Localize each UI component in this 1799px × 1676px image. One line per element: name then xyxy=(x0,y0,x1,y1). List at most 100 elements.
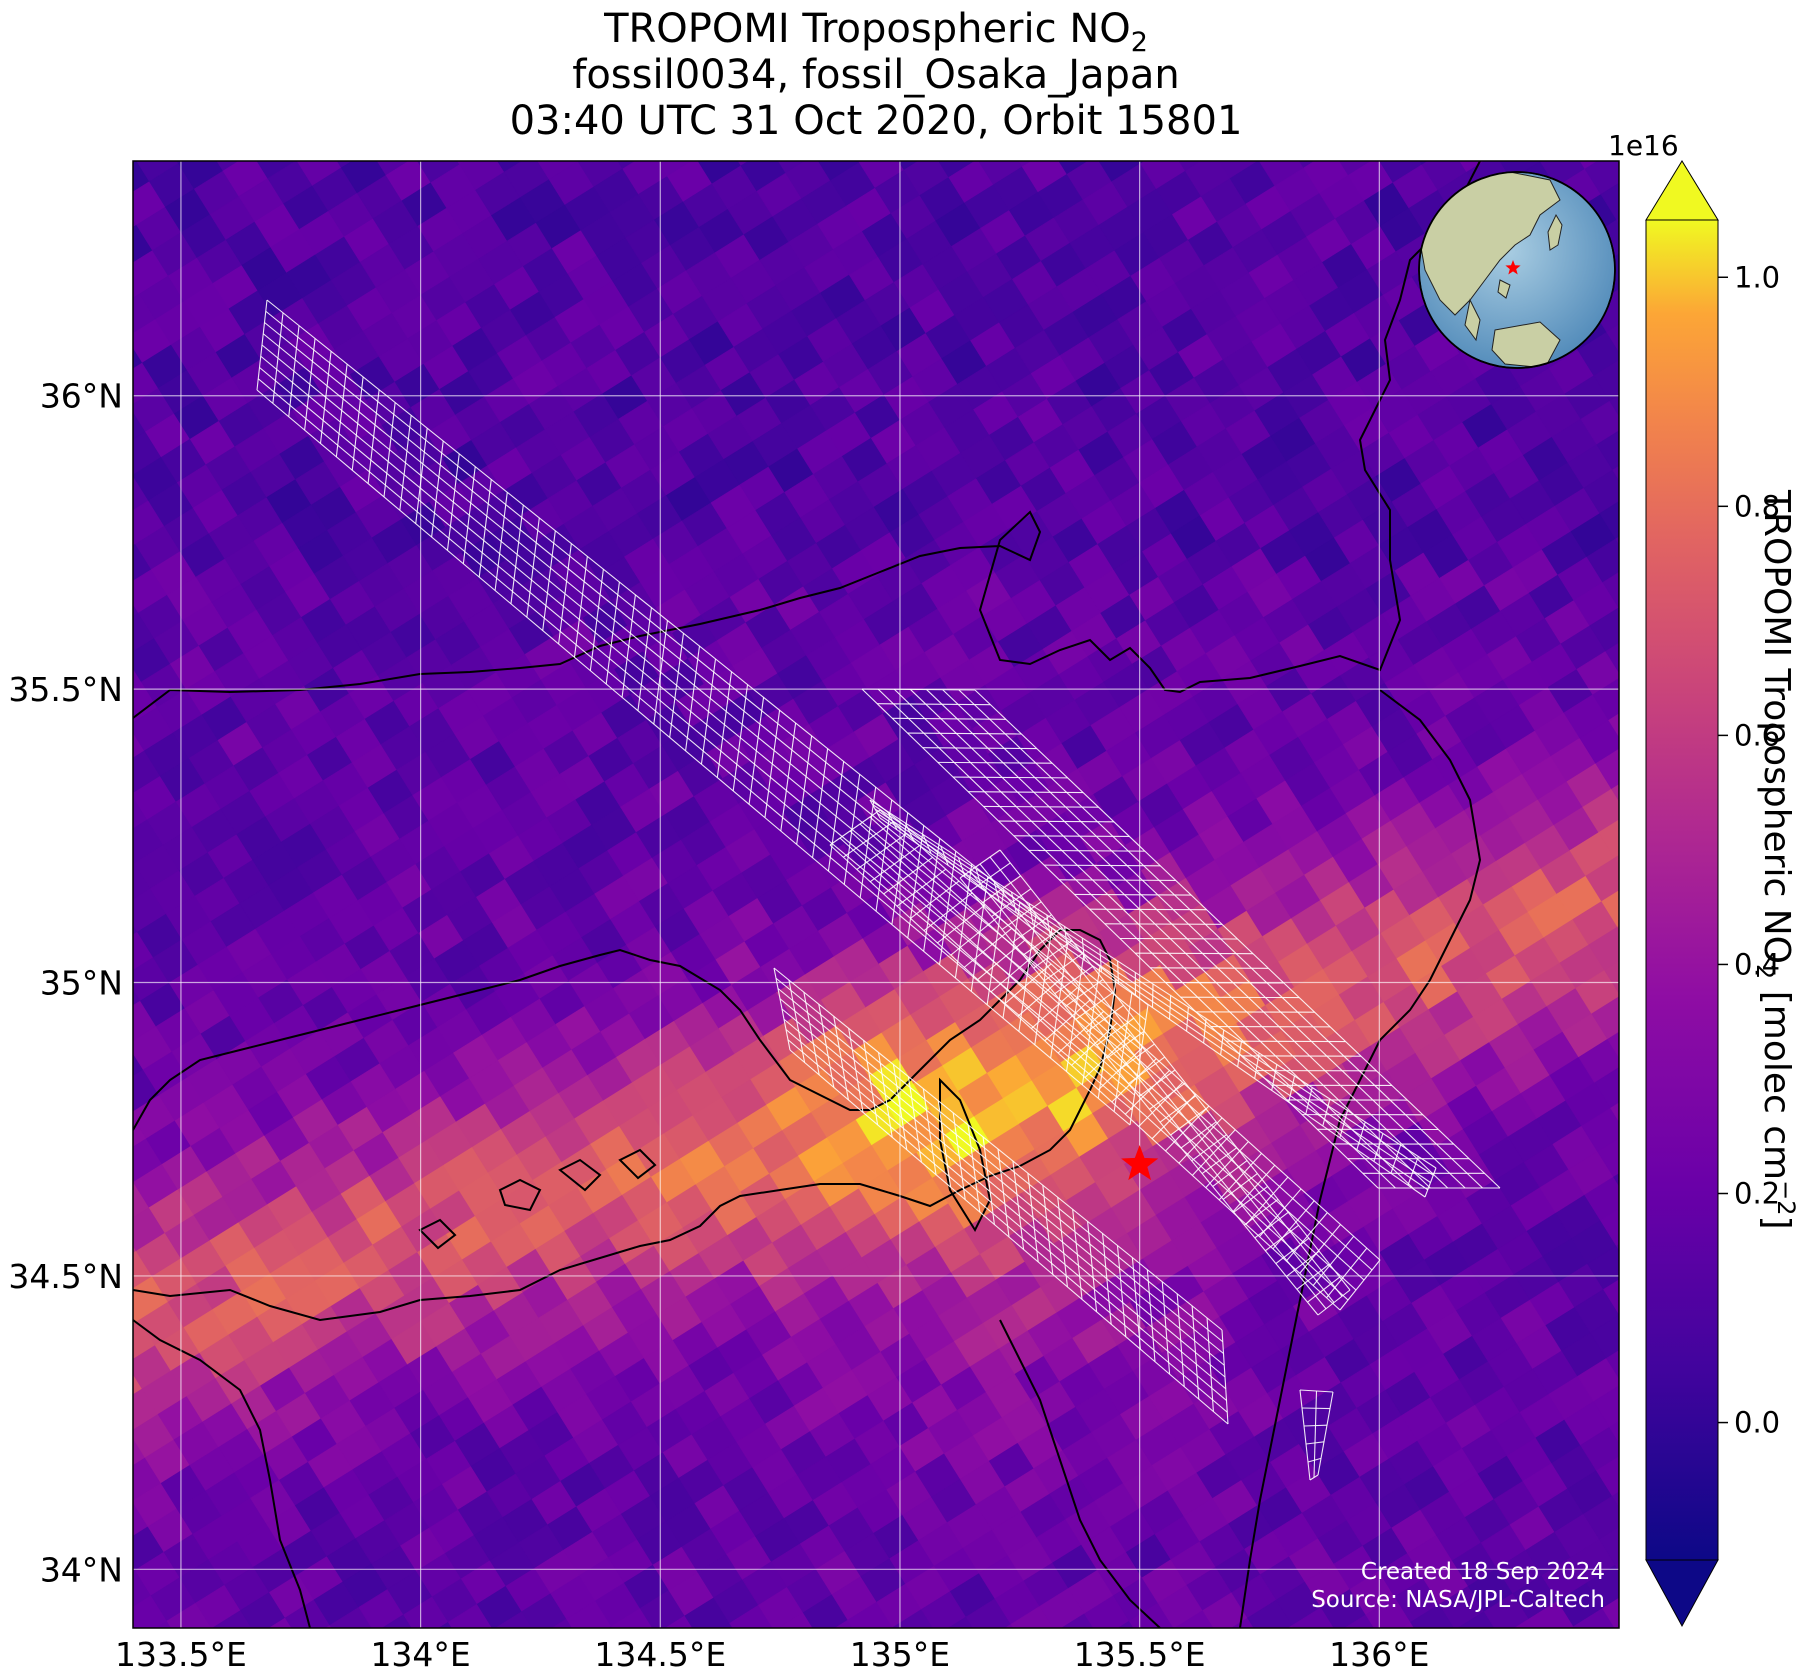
heatmap-pixel xyxy=(1419,161,1429,166)
heatmap-pixel xyxy=(1610,1102,1619,1123)
footprint-line xyxy=(1307,1276,1341,1303)
heatmap-pixel xyxy=(211,1609,252,1628)
footprint-line xyxy=(1254,1211,1289,1239)
footprint-line xyxy=(877,703,991,706)
colorbar: 0.0 0.2 0.4 0.6 0.8 1.0 xyxy=(1645,160,1780,1628)
footprint-line xyxy=(1116,1245,1127,1337)
footprint-line xyxy=(863,1040,879,1125)
footprint-line xyxy=(1044,999,1091,1042)
colorbar-tick-label: 0.0 xyxy=(1734,1406,1780,1440)
footprint-line xyxy=(1221,1329,1229,1425)
footprint-line xyxy=(304,338,316,431)
heatmap-pixel xyxy=(133,539,136,547)
heatmap-pixel xyxy=(1577,331,1619,377)
footprint-line xyxy=(1356,1121,1366,1150)
footprint-line xyxy=(983,805,1099,808)
heatmap-pixel xyxy=(1339,161,1372,176)
footprint-line xyxy=(1220,1029,1225,1055)
footprint-line xyxy=(1107,1030,1145,1059)
heatmap-pixel xyxy=(783,86,828,130)
footprint-line xyxy=(494,492,508,591)
footprint-line xyxy=(1087,1221,1098,1312)
heatmap-pixel xyxy=(1154,102,1199,145)
heatmap-pixel xyxy=(72,424,117,467)
heatmap-pixel xyxy=(1590,1314,1619,1359)
footprint-line xyxy=(1317,1391,1334,1476)
latitude-ticks: 34°N 34.5°N 35°N 35.5°N 36°N xyxy=(8,377,123,1590)
footprint-line xyxy=(1272,1200,1315,1250)
heatmap-pixel xyxy=(77,881,122,925)
plot-title-line2: fossil0034, fossil_Osaka_Japan xyxy=(572,52,1180,98)
heatmap-pixel xyxy=(1471,1637,1516,1676)
colorbar-tick-label: 0.4 xyxy=(1734,947,1780,981)
heatmap-pixel xyxy=(953,1642,998,1676)
footprint-line xyxy=(950,916,999,956)
heatmap-pixel xyxy=(1576,650,1619,696)
heatmap-pixel xyxy=(664,1615,693,1628)
footprint-line xyxy=(1159,1095,1196,1123)
heatmap-pixel xyxy=(777,1612,814,1628)
heatmap-pixel xyxy=(1608,713,1619,738)
heatmap-pixel xyxy=(1279,1651,1324,1676)
heatmap-pixel xyxy=(969,1668,1014,1676)
footprint-line xyxy=(716,671,733,778)
footprint-line xyxy=(1075,991,1114,1020)
colorbar-ticks: 0.0 0.2 0.4 0.6 0.8 1.0 xyxy=(1718,260,1780,1440)
footprint-line xyxy=(923,892,973,932)
lon-tick-label: 133.5°E xyxy=(115,1635,247,1674)
footprint-line xyxy=(959,849,1001,879)
footprint-line xyxy=(1191,1305,1200,1400)
coastline-islands xyxy=(418,1148,657,1250)
footprint-line xyxy=(892,717,1006,720)
heatmap-pixel xyxy=(1613,1173,1619,1187)
heatmap-pixel xyxy=(1601,890,1619,928)
heatmap-pixel xyxy=(1178,161,1203,172)
footprint-line xyxy=(922,747,1037,750)
heatmap-pixel xyxy=(1218,161,1259,179)
coastline-honshu-north xyxy=(133,161,1481,719)
footprint-line xyxy=(1275,1237,1310,1265)
heatmap-pixel xyxy=(1464,85,1509,129)
heatmap-pixel xyxy=(133,860,135,865)
footprint-line xyxy=(1010,891,1017,913)
footprint-line xyxy=(1131,1257,1141,1350)
footprint-line xyxy=(1201,1147,1238,1175)
heatmap-pixel xyxy=(901,83,946,127)
map-frame xyxy=(132,160,1620,1629)
heatmap-pixel xyxy=(858,161,863,163)
footprint-line xyxy=(1086,1004,1124,1033)
site-marker-osaka xyxy=(1121,1144,1159,1181)
footprint-line xyxy=(748,697,765,805)
footprint-line xyxy=(1124,1070,1170,1115)
heatmap-pixel xyxy=(497,161,523,173)
heatmap-pixel xyxy=(133,924,138,936)
heatmap-pixel xyxy=(66,1313,111,1356)
heatmap-pixel xyxy=(281,117,326,160)
tropomi-pixel-footprints xyxy=(256,299,1501,1481)
footprint-line xyxy=(1245,1176,1289,1225)
heatmap-pixel xyxy=(317,1651,362,1676)
heatmap-pixel xyxy=(85,1407,130,1451)
heatmap-pixel xyxy=(1584,161,1619,195)
heatmap-pixel xyxy=(1487,1663,1532,1676)
footprint-line xyxy=(1206,1317,1214,1412)
heatmap-pixel xyxy=(1539,161,1542,162)
heatmap-pixel xyxy=(761,1656,806,1676)
heatmap-pixel xyxy=(1604,960,1619,994)
footprint-line xyxy=(1271,1064,1278,1091)
footprint-line xyxy=(922,1088,937,1175)
footprint-line xyxy=(1149,1082,1186,1110)
footprint-line xyxy=(1111,1058,1157,1103)
heatmap-pixel xyxy=(166,1602,212,1628)
footprint-line xyxy=(1027,1173,1039,1262)
heatmap-pixel xyxy=(1585,857,1619,902)
heatmap-pixel xyxy=(1611,1491,1619,1508)
heatmap-pixel xyxy=(636,107,681,150)
footprint-line xyxy=(883,856,933,895)
heatmap-pixel xyxy=(1035,105,1080,149)
heatmap-pixel xyxy=(1663,1623,1708,1667)
credit-source: Source: NASA/JPL-Caltech xyxy=(1311,1587,1605,1613)
heatmap-pixel xyxy=(1010,1605,1054,1628)
heatmap-pixel xyxy=(220,84,265,128)
heatmap-pixel xyxy=(1588,926,1619,971)
